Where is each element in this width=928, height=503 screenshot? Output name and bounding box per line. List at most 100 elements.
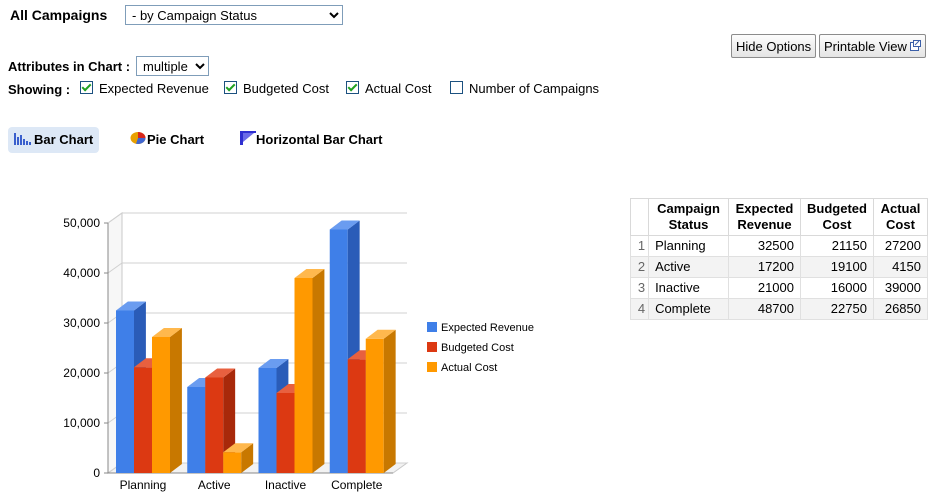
legend-swatch bbox=[427, 362, 437, 372]
column-header[interactable]: Expected Revenue bbox=[727, 198, 802, 236]
row-index: 2 bbox=[629, 256, 650, 278]
cell-budgeted: 16000 bbox=[800, 277, 874, 299]
cell-status: Active bbox=[648, 256, 729, 278]
y-tick-label: 50,000 bbox=[63, 216, 100, 230]
row-index: 1 bbox=[629, 235, 650, 257]
printable-view-label: Printable View bbox=[824, 38, 907, 54]
bar-chart: 0 10,000 20,000 30,000 40,000 50,000 Planning A… bbox=[63, 212, 534, 492]
row-index: 4 bbox=[629, 298, 650, 320]
x-tick-label: Active bbox=[198, 478, 231, 492]
hide-options-button[interactable]: Hide Options bbox=[731, 34, 817, 58]
x-tick-label: Complete bbox=[331, 478, 383, 492]
tab-label: Horizontal Bar Chart bbox=[256, 132, 383, 147]
cell-budgeted: 22750 bbox=[800, 298, 874, 320]
index-header bbox=[629, 198, 650, 236]
tab-pie-chart[interactable]: Pie Chart bbox=[130, 127, 204, 153]
attributes-select[interactable]: multiple bbox=[136, 56, 209, 76]
bar-top bbox=[329, 220, 360, 230]
checkbox-box[interactable] bbox=[450, 81, 463, 94]
y-tick-label: 20,000 bbox=[63, 366, 100, 380]
cell-status: Inactive bbox=[648, 277, 729, 299]
bar bbox=[223, 452, 242, 473]
bar-chart-icon bbox=[14, 133, 31, 145]
group-by-select[interactable]: - by Campaign Status bbox=[125, 5, 343, 25]
bar bbox=[205, 377, 224, 473]
bar-top bbox=[223, 443, 254, 453]
bar-top bbox=[258, 359, 289, 368]
checkbox-actual-cost[interactable]: Actual Cost bbox=[346, 81, 431, 96]
cell-actual: 27200 bbox=[872, 235, 928, 257]
gridline bbox=[107, 312, 407, 324]
bar bbox=[258, 368, 277, 473]
legend-label: Expected Revenue bbox=[441, 322, 534, 334]
tab-bar-chart[interactable]: Bar Chart bbox=[8, 127, 100, 153]
cell-expected: 32500 bbox=[727, 235, 802, 257]
bar-top bbox=[294, 269, 325, 278]
cell-expected: 48700 bbox=[727, 298, 802, 320]
bar-top bbox=[152, 328, 182, 337]
bar bbox=[365, 338, 384, 473]
checkbox-label: Expected Revenue bbox=[99, 81, 209, 96]
tab-horizontal-bar-chart[interactable]: Horizontal Bar Chart bbox=[240, 127, 382, 153]
cell-actual: 26850 bbox=[872, 298, 928, 320]
cell-actual: 4150 bbox=[872, 256, 928, 278]
column-header[interactable]: Budgeted Cost bbox=[800, 198, 874, 236]
checkbox-box[interactable] bbox=[224, 81, 237, 94]
checkbox-expected-revenue[interactable]: Expected Revenue bbox=[80, 81, 209, 96]
checkbox-budgeted-cost[interactable]: Budgeted Cost bbox=[224, 81, 329, 96]
bar bbox=[116, 310, 134, 473]
tab-label: Pie Chart bbox=[147, 132, 205, 147]
data-table: Campaign Status Expected Revenue Budgete… bbox=[629, 198, 928, 320]
bar-side bbox=[170, 328, 182, 473]
bar bbox=[187, 387, 206, 473]
checkbox-number-of-campaigns[interactable]: Number of Campaigns bbox=[450, 81, 599, 96]
row-index: 3 bbox=[629, 277, 650, 299]
gridline bbox=[107, 212, 407, 224]
cell-expected: 21000 bbox=[727, 277, 802, 299]
bar-top bbox=[205, 368, 236, 378]
x-tick-label: Inactive bbox=[265, 478, 307, 492]
gridline bbox=[107, 262, 407, 274]
y-tick-label: 0 bbox=[93, 466, 100, 480]
cell-actual: 39000 bbox=[872, 277, 928, 299]
cell-budgeted: 19100 bbox=[800, 256, 874, 278]
table-row: 1 Planning 32500 21150 27200 bbox=[629, 235, 928, 257]
bar bbox=[276, 393, 295, 473]
bar bbox=[134, 367, 152, 473]
popup-window-icon bbox=[909, 40, 921, 51]
table-row: 4 Complete 48700 22750 26850 bbox=[629, 298, 928, 320]
y-tick-label: 30,000 bbox=[63, 316, 100, 330]
column-header[interactable]: Campaign Status bbox=[648, 198, 729, 236]
bar bbox=[347, 359, 366, 473]
bar-side bbox=[241, 443, 254, 473]
attributes-label: Attributes in Chart : bbox=[8, 59, 131, 74]
bar-top bbox=[365, 329, 396, 339]
table-header-row: Campaign Status Expected Revenue Budgete… bbox=[629, 198, 928, 236]
legend-label: Actual Cost bbox=[441, 362, 497, 374]
cell-expected: 17200 bbox=[727, 256, 802, 278]
cell-budgeted: 21150 bbox=[800, 235, 874, 257]
bar bbox=[294, 278, 313, 473]
horizontal-bar-chart-icon bbox=[240, 131, 256, 145]
checkbox-box[interactable] bbox=[80, 81, 93, 94]
bar bbox=[152, 337, 170, 473]
table-row: 2 Active 17200 19100 4150 bbox=[629, 256, 928, 278]
checkbox-label: Actual Cost bbox=[365, 81, 432, 96]
bar bbox=[329, 229, 348, 473]
tab-label: Bar Chart bbox=[34, 132, 94, 147]
cell-status: Complete bbox=[648, 298, 729, 320]
cell-status: Planning bbox=[648, 235, 729, 257]
page-title: All Campaigns bbox=[10, 7, 108, 23]
checkbox-label: Budgeted Cost bbox=[243, 81, 330, 96]
y-tick-label: 40,000 bbox=[63, 266, 100, 280]
column-header[interactable]: Actual Cost bbox=[872, 198, 928, 236]
printable-view-button[interactable]: Printable View bbox=[819, 34, 926, 58]
y-tick-label: 10,000 bbox=[63, 416, 100, 430]
table-row: 3 Inactive 21000 16000 39000 bbox=[629, 277, 928, 299]
bar-side bbox=[312, 269, 325, 473]
pie-chart-icon bbox=[130, 132, 146, 145]
checkbox-box[interactable] bbox=[346, 81, 359, 94]
bar-top bbox=[116, 301, 146, 311]
showing-label: Showing : bbox=[8, 82, 71, 97]
x-tick-label: Planning bbox=[120, 478, 167, 492]
